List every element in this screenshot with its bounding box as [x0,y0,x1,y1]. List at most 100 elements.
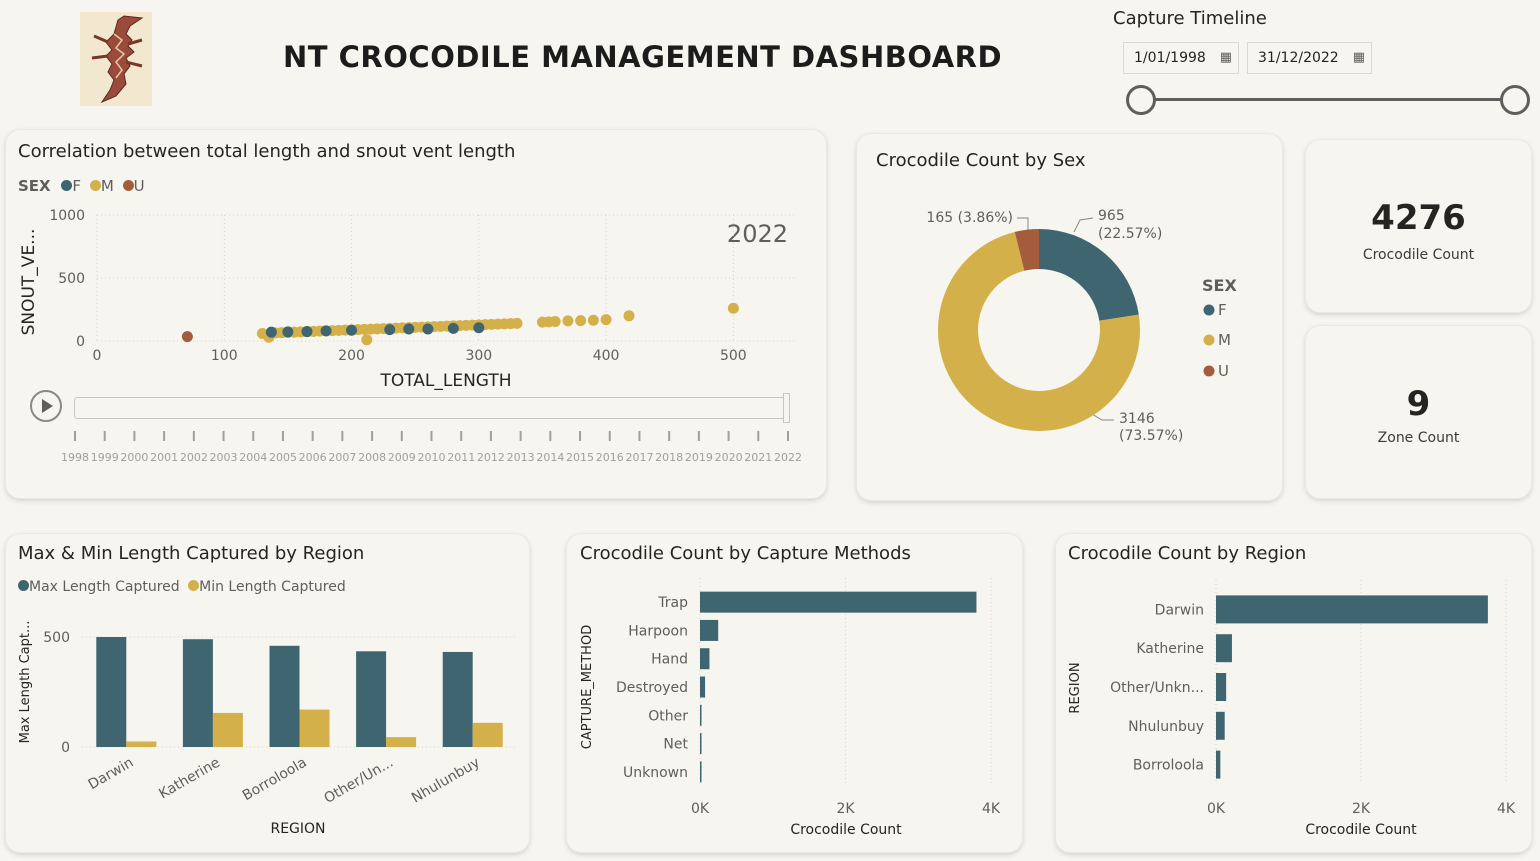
region-length-x-tick-label: Borroloola [240,755,310,804]
region-length-y-tick-label: 500 [43,630,70,646]
count-region-chart: REGION Crocodile Count 0K 2K 4K Darwin Kathe… [1068,580,1516,838]
start-date-input[interactable]: 1/01/1998 ▦ [1123,42,1239,74]
capture-bar [700,733,702,755]
capture-bar [700,648,710,670]
play-axis-track[interactable] [74,397,789,419]
calendar-icon[interactable]: ▦ [1219,50,1232,65]
play-axis-year-label: 2021 [744,451,772,464]
donut-label-u: 165 (3.86%) [926,210,1013,226]
legend-dot-max [18,580,29,591]
region-length-bar [269,645,300,747]
play-axis-year-label: 2004 [239,451,267,464]
scatter-point [623,310,635,322]
scatter-point [346,324,358,336]
end-date-input[interactable]: 31/12/2022 ▦ [1247,42,1372,74]
scatter-legend: SEX F M U [18,177,145,195]
capture-x-tick-label: 0K [691,801,710,817]
count-region-y-axis-label: REGION [1068,662,1083,713]
donut-label-f-value: 965 [1098,208,1125,224]
capture-methods-title: Crocodile Count by Capture Methods [580,543,911,564]
play-icon [42,399,53,413]
play-axis-year-label: 2012 [477,451,505,464]
region-length-x-tick-label: Darwin [86,755,137,794]
play-axis-year-label: 2018 [655,451,683,464]
kpi-card-zone-count: 9 Zone Count [1306,326,1531,498]
donut-label-f-pct: (22.57%) [1098,226,1162,242]
region-length-y-tick-label: 0 [61,740,70,756]
end-date-value: 31/12/2022 [1258,50,1339,66]
scatter-y-tick-label: 1000 [49,208,85,224]
play-axis-year-label: 1998 [61,451,89,464]
region-length-x-tick-label: Other/Un... [321,755,396,807]
scatter-point [422,323,434,335]
donut-legend-dot-u [1203,365,1215,377]
region-length-bar [442,651,473,747]
scatter-point [511,317,523,329]
scatter-point [587,314,599,326]
donut-legend-label-f: F [1218,301,1227,319]
count-region-bar [1216,595,1488,624]
scatter-chart: SNOUT_VE... TOTAL_LENGTH 2022 0 100 200 300… [19,208,797,391]
play-axis-year-label: 1999 [91,451,119,464]
scatter-point [301,326,313,338]
region-length-x-tick-label: Katherine [156,755,223,803]
scatter-point [320,325,332,337]
play-axis-year-label: 2016 [596,451,624,464]
region-length-bar [386,737,417,747]
play-axis-year-label: 2019 [685,451,713,464]
kpi-label: Crocodile Count [1362,247,1475,263]
region-length-chart: Max Length Capt... REGION 0 500 Darwin Kath… [18,621,515,837]
play-axis-year-label: 2010 [418,451,446,464]
play-axis-year-label: 2007 [328,451,356,464]
count-region-category-label: Nhulunbuy [1128,719,1204,735]
region-length-bar [472,722,503,747]
capture-category-label: Harpoon [628,623,688,639]
legend-label-m: M [100,177,114,195]
scatter-point [403,323,415,335]
calendar-icon[interactable]: ▦ [1352,50,1365,65]
capture-bar [700,591,977,613]
region-length-legend: Max Length Captured Min Length Captured [18,579,346,595]
kpi-value: 9 [1406,384,1431,424]
count-region-title: Crocodile Count by Region [1068,543,1307,564]
donut-legend-label-m: M [1218,331,1231,349]
capture-category-label: Other [648,708,688,724]
region-length-card [6,534,529,852]
play-axis-year-label: 2005 [269,451,297,464]
scatter-point [384,324,396,336]
timeline-slider-start-handle[interactable] [1126,85,1156,115]
play-axis-years: 1998 1999 2000 2001 2002 2003 2004 2005 2006 2007… [61,431,802,464]
play-axis-year-label: 2002 [180,451,208,464]
play-axis-handle[interactable] [783,393,790,423]
legend-dot-f [61,180,73,191]
scatter-x-tick-label: 0 [93,348,102,364]
play-axis-year-label: 2017 [625,451,653,464]
legend-label-min: Min Length Captured [199,579,346,595]
count-region-x-tick-label: 2K [1352,801,1371,817]
donut-slice-f [1039,229,1139,321]
scatter-point [265,326,277,338]
capture-methods-chart: CAPTURE_METHOD Crocodile Count 0K 2K 4K Tra… [580,578,1001,838]
capture-bar [700,676,706,698]
donut-legend-title: SEX [1202,276,1237,295]
count-region-category-label: Darwin [1155,602,1204,618]
kpi-value: 4276 [1371,198,1466,238]
scatter-y-tick-label: 500 [58,271,85,287]
count-region-bar [1216,750,1221,779]
region-length-bar [212,712,243,747]
scatter-x-axis-label: TOTAL_LENGTH [379,371,511,391]
scatter-title: Correlation between total length and sno… [18,141,516,162]
timeline-slider-track[interactable] [1141,98,1515,101]
play-button[interactable] [30,390,62,422]
donut-title: Crocodile Count by Sex [876,150,1086,171]
count-region-bar [1216,711,1225,740]
count-region-card [1056,534,1531,852]
capture-category-label: Net [663,737,688,753]
timeline-slider-end-handle[interactable] [1500,85,1530,115]
count-region-category-label: Katherine [1136,641,1204,657]
capture-bar [700,619,719,641]
scatter-point [282,326,294,338]
capture-category-label: Hand [651,652,688,668]
scatter-point [181,331,193,343]
donut-card [857,134,1282,500]
